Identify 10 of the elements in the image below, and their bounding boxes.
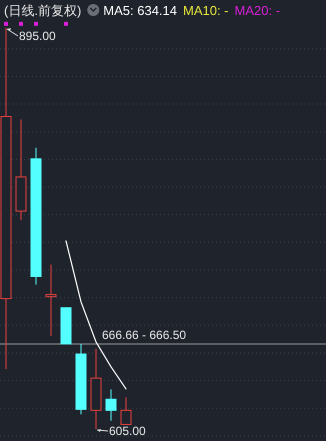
candlestick xyxy=(106,388,116,422)
candlestick xyxy=(46,264,56,336)
legend-label: MA10: - xyxy=(183,3,229,18)
chart-title: (日线.前复权) xyxy=(4,3,82,18)
annotation: 666.66 - 666.50 xyxy=(102,328,186,342)
legend-label: MA20: - xyxy=(234,3,280,18)
annotation: 605.00 xyxy=(109,424,146,438)
text: MA5: 634.14 xyxy=(103,3,177,18)
candlestick xyxy=(120,396,132,425)
annotation: 895.00 xyxy=(19,29,56,43)
